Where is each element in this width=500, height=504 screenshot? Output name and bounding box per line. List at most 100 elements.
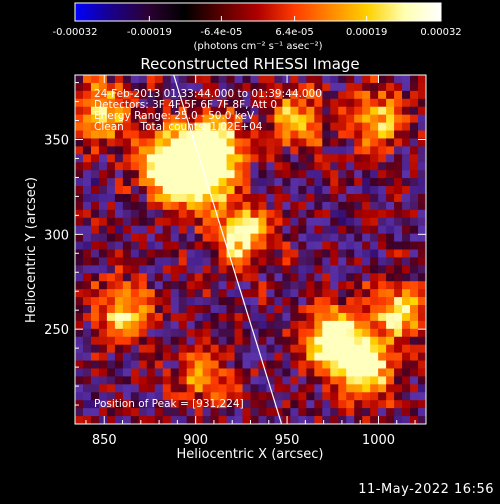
- heatmap-cell: [170, 82, 180, 92]
- heatmap-cell: [386, 257, 395, 266]
- heatmap-cell: [114, 281, 124, 290]
- heatmap-cell: [338, 122, 347, 132]
- heatmap-cell: [98, 376, 108, 385]
- heatmap-cell: [226, 352, 236, 362]
- heatmap-cell: [178, 106, 188, 116]
- heatmap-cell: [330, 249, 339, 259]
- heatmap-cell: [258, 281, 268, 290]
- heatmap-cell: [75, 122, 84, 132]
- heatmap-cell: [418, 225, 426, 235]
- heatmap-cell: [122, 336, 132, 346]
- heatmap-cell: [218, 241, 228, 251]
- heatmap-cell: [306, 249, 315, 259]
- heatmap-cell: [146, 178, 156, 187]
- heatmap-cell: [186, 320, 196, 330]
- heatmap-cell: [218, 75, 228, 84]
- heatmap-cell: [202, 201, 212, 211]
- heatmap-cell: [138, 376, 148, 385]
- heatmap-cell: [170, 201, 180, 211]
- heatmap-cell: [75, 201, 84, 211]
- heatmap-cell: [138, 75, 148, 84]
- heatmap-cell: [202, 273, 212, 282]
- heatmap-cell: [354, 265, 363, 274]
- heatmap-cell: [402, 90, 411, 100]
- heatmap-cell: [202, 130, 212, 140]
- heatmap-cell: [75, 416, 84, 424]
- heatmap-cell: [154, 233, 164, 243]
- heatmap-cell: [90, 344, 100, 354]
- heatmap-cell: [322, 416, 331, 424]
- heatmap-cell: [338, 336, 347, 346]
- heatmap-cell: [362, 233, 371, 243]
- heatmap-cell: [386, 122, 395, 132]
- heatmap-cell: [378, 265, 387, 274]
- heatmap-cell: [346, 265, 355, 274]
- heatmap-cell: [338, 138, 347, 147]
- heatmap-cell: [75, 368, 84, 378]
- heatmap-cell: [106, 162, 116, 171]
- heatmap-cell: [322, 312, 331, 322]
- heatmap-cell: [162, 162, 172, 171]
- heatmap-cell: [258, 122, 268, 132]
- heatmap-cell: [330, 305, 339, 314]
- heatmap-cell: [202, 193, 212, 203]
- heatmap-cell: [298, 209, 307, 219]
- heatmap-cell: [306, 130, 315, 140]
- heatmap-cell: [290, 130, 299, 140]
- heatmap-cell: [370, 384, 379, 393]
- heatmap-cell: [146, 265, 156, 274]
- heatmap-cell: [82, 154, 92, 163]
- heatmap-cell: [162, 281, 172, 290]
- heatmap-cell: [370, 217, 379, 227]
- heatmap-cell: [410, 138, 419, 147]
- heatmap-cell: [154, 122, 164, 132]
- heatmap-cell: [394, 305, 403, 314]
- heatmap-cell: [98, 328, 108, 338]
- heatmap-cell: [290, 289, 299, 298]
- heatmap-cell: [170, 130, 180, 140]
- heatmap-cell: [370, 114, 379, 124]
- heatmap-cell: [258, 193, 268, 203]
- heatmap-cell: [282, 336, 291, 346]
- heatmap-cell: [162, 178, 172, 187]
- heatmap-cell: [186, 170, 196, 179]
- heatmap-cell: [394, 281, 403, 290]
- heatmap-cell: [346, 106, 355, 116]
- heatmap-cell: [298, 233, 307, 243]
- heatmap-cell: [122, 360, 132, 370]
- heatmap-cell: [402, 281, 411, 290]
- heatmap-cell: [266, 281, 276, 290]
- heatmap-cell: [418, 162, 426, 171]
- heatmap-cell: [194, 170, 204, 179]
- heatmap-cell: [330, 416, 339, 424]
- heatmap-cell: [362, 225, 371, 235]
- heatmap-cell: [226, 305, 236, 314]
- heatmap-cell: [75, 312, 84, 322]
- heatmap-cell: [98, 336, 108, 346]
- heatmap-cell: [106, 328, 116, 338]
- heatmap-cell: [146, 98, 156, 108]
- heatmap-cell: [298, 360, 307, 370]
- heatmap-cell: [354, 114, 363, 124]
- heatmap-cell: [82, 312, 92, 322]
- heatmap-cell: [130, 249, 140, 259]
- heatmap-cell: [386, 98, 395, 108]
- heatmap-cell: [154, 273, 164, 282]
- heatmap-cell: [378, 392, 387, 401]
- heatmap-cell: [202, 82, 212, 92]
- heatmap-cell: [322, 75, 331, 84]
- heatmap-cell: [314, 289, 323, 298]
- heatmap-cell: [346, 138, 355, 147]
- heatmap-cell: [378, 114, 387, 124]
- heatmap-cell: [402, 336, 411, 346]
- heatmap-cell: [218, 328, 228, 338]
- heatmap-cell: [186, 130, 196, 140]
- heatmap-cell: [226, 400, 236, 409]
- heatmap-cell: [130, 305, 140, 314]
- heatmap-cell: [258, 130, 268, 140]
- heatmap-cell: [98, 170, 108, 179]
- heatmap-cell: [274, 416, 284, 424]
- heatmap-cell: [370, 90, 379, 100]
- heatmap-cell: [242, 336, 252, 346]
- heatmap-cell: [90, 392, 100, 401]
